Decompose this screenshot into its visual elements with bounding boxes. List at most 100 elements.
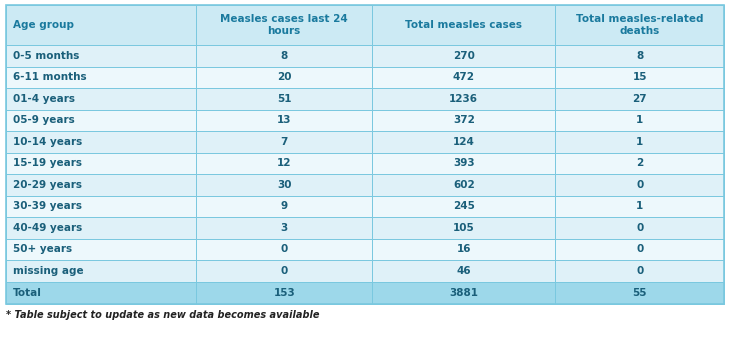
Bar (556, 45, 724, 66)
Bar (196, 66, 372, 88)
Text: 6-11 months: 6-11 months (13, 72, 87, 82)
Bar (556, 153, 724, 174)
Bar (6, 260, 196, 282)
Bar (196, 217, 372, 239)
Bar (372, 239, 556, 260)
Bar (196, 174, 372, 196)
Text: 472: 472 (453, 72, 475, 82)
Bar (6, 45, 196, 66)
Text: 05-9 years: 05-9 years (13, 115, 75, 125)
Text: 1: 1 (636, 115, 643, 125)
Text: 270: 270 (453, 51, 475, 61)
Text: * Table subject to update as new data becomes available: * Table subject to update as new data be… (6, 310, 319, 320)
Bar (556, 109, 724, 131)
Text: 393: 393 (453, 158, 475, 168)
Text: 0: 0 (636, 244, 643, 254)
Text: 0: 0 (636, 180, 643, 190)
Bar (196, 88, 372, 109)
Bar (556, 5, 724, 45)
Text: 46: 46 (456, 266, 471, 276)
Text: 15-19 years: 15-19 years (13, 158, 82, 168)
Bar (6, 153, 196, 174)
Bar (6, 5, 724, 304)
Bar (6, 239, 196, 260)
Bar (372, 260, 556, 282)
Bar (6, 282, 196, 304)
Bar (6, 5, 196, 45)
Bar (6, 88, 196, 109)
Text: Total measles cases: Total measles cases (405, 20, 522, 30)
Text: 0: 0 (280, 244, 288, 254)
Text: 0: 0 (636, 223, 643, 233)
Bar (372, 153, 556, 174)
Text: 124: 124 (453, 137, 475, 147)
Text: 15: 15 (632, 72, 647, 82)
Text: 153: 153 (273, 287, 295, 298)
Bar (6, 196, 196, 217)
Text: 01-4 years: 01-4 years (13, 94, 75, 104)
Bar (196, 282, 372, 304)
Bar (6, 109, 196, 131)
Text: 51: 51 (277, 94, 291, 104)
Bar (556, 174, 724, 196)
Bar (6, 66, 196, 88)
Text: 7: 7 (280, 137, 288, 147)
Bar (372, 174, 556, 196)
Bar (372, 109, 556, 131)
Bar (196, 260, 372, 282)
Bar (196, 5, 372, 45)
Text: 30: 30 (277, 180, 291, 190)
Bar (196, 239, 372, 260)
Text: 8: 8 (636, 51, 643, 61)
Bar (372, 45, 556, 66)
Text: Total measles-related
deaths: Total measles-related deaths (576, 14, 704, 36)
Text: 0-5 months: 0-5 months (13, 51, 80, 61)
Text: 1: 1 (636, 201, 643, 211)
Bar (556, 282, 724, 304)
Text: Total: Total (13, 287, 42, 298)
Bar (6, 174, 196, 196)
Text: 16: 16 (456, 244, 471, 254)
Bar (196, 45, 372, 66)
Text: 30-39 years: 30-39 years (13, 201, 82, 211)
Bar (372, 131, 556, 153)
Text: 602: 602 (453, 180, 475, 190)
Bar (196, 153, 372, 174)
Text: 245: 245 (453, 201, 475, 211)
Text: 105: 105 (453, 223, 475, 233)
Text: 12: 12 (277, 158, 291, 168)
Text: 3: 3 (280, 223, 288, 233)
Bar (372, 282, 556, 304)
Text: 3881: 3881 (449, 287, 478, 298)
Text: 0: 0 (280, 266, 288, 276)
Text: 8: 8 (280, 51, 288, 61)
Bar (556, 260, 724, 282)
Bar (556, 239, 724, 260)
Bar (556, 131, 724, 153)
Bar (372, 196, 556, 217)
Bar (372, 88, 556, 109)
Text: 20: 20 (277, 72, 291, 82)
Text: 9: 9 (280, 201, 288, 211)
Text: 27: 27 (632, 94, 647, 104)
Bar (556, 66, 724, 88)
Bar (372, 217, 556, 239)
Text: 40-49 years: 40-49 years (13, 223, 82, 233)
Text: missing age: missing age (13, 266, 84, 276)
Bar (196, 131, 372, 153)
Bar (196, 109, 372, 131)
Bar (556, 196, 724, 217)
Text: 0: 0 (636, 266, 643, 276)
Bar (196, 196, 372, 217)
Bar (556, 88, 724, 109)
Text: 2: 2 (636, 158, 643, 168)
Bar (372, 66, 556, 88)
Text: Measles cases last 24
hours: Measles cases last 24 hours (220, 14, 348, 36)
Text: 1: 1 (636, 137, 643, 147)
Bar (6, 217, 196, 239)
Bar (372, 5, 556, 45)
Text: 20-29 years: 20-29 years (13, 180, 82, 190)
Text: 10-14 years: 10-14 years (13, 137, 82, 147)
Text: 372: 372 (453, 115, 475, 125)
Bar (556, 217, 724, 239)
